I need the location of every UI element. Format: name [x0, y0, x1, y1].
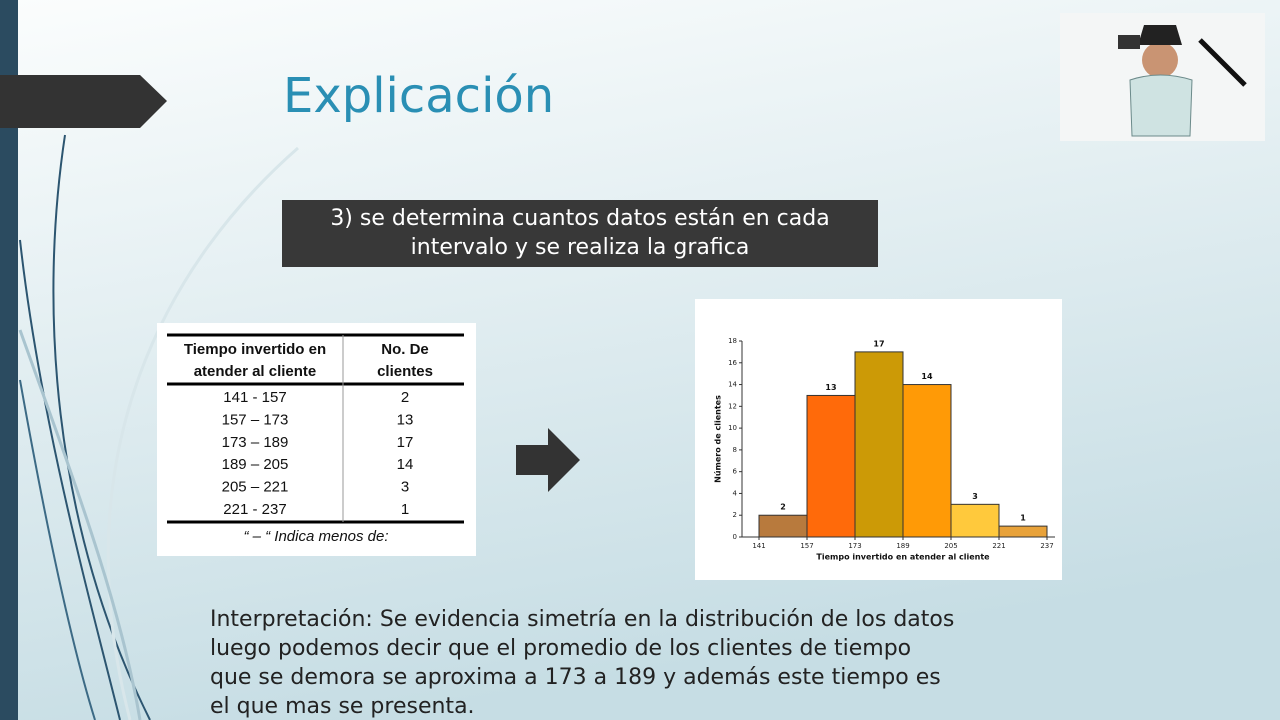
- interpretation: Interpretación: Se evidencia simetría en…: [210, 607, 954, 719]
- left-strip: [0, 0, 18, 720]
- bar: [902, 384, 952, 538]
- bar: [998, 525, 1048, 538]
- data-label: 3: [972, 492, 978, 501]
- step-text: intervalo y se realiza la grafica: [411, 235, 750, 260]
- step-box: [282, 200, 878, 267]
- bar: [950, 503, 1000, 538]
- y-tick-label: 0: [733, 533, 737, 541]
- data-label: 17: [873, 339, 884, 348]
- table-cell: 14: [397, 456, 414, 473]
- slide-title: Explicación: [283, 68, 554, 124]
- table-cell: 1: [401, 501, 409, 518]
- x-tick-label: 221: [992, 542, 1005, 550]
- table-cell: 221 - 237: [223, 501, 286, 518]
- table-cell: 173 – 189: [222, 434, 289, 451]
- x-tick-label: 189: [896, 542, 909, 550]
- y-tick-label: 2: [733, 511, 737, 519]
- table-header: Tiempo invertido en: [184, 341, 326, 358]
- step-text: 3) se determina cuantos datos están en c…: [330, 206, 829, 231]
- character-image: [1060, 13, 1265, 141]
- y-tick-label: 4: [733, 489, 738, 497]
- y-tick-label: 12: [728, 402, 737, 410]
- title-arrow: [0, 75, 167, 128]
- x-tick-label: 173: [848, 542, 861, 550]
- data-label: 13: [825, 383, 836, 392]
- x-axis-title: Tiempo invertido en atender al cliente: [816, 553, 990, 562]
- y-tick-label: 10: [728, 424, 737, 432]
- table-cell: 3: [401, 479, 409, 496]
- frequency-table: Tiempo invertido en atender al cliente N…: [157, 323, 476, 556]
- table-header: atender al cliente: [194, 363, 317, 380]
- y-tick-label: 8: [733, 446, 737, 454]
- table-cell: 157 – 173: [222, 411, 289, 428]
- interpretation-line: luego podemos decir que el promedio de l…: [210, 636, 911, 661]
- y-tick-label: 16: [728, 359, 737, 367]
- interpretation-line: el que mas se presenta.: [210, 694, 475, 719]
- table-cell: 141 - 157: [223, 389, 286, 406]
- y-tick-label: 6: [733, 468, 738, 476]
- interpretation-line: que se demora se aproxima a 173 a 189 y …: [210, 665, 941, 690]
- y-tick-label: 14: [728, 381, 737, 389]
- bar: [758, 514, 808, 538]
- y-axis-title: Número de clientes: [714, 395, 723, 483]
- table-cell: 17: [397, 434, 414, 451]
- table-cell: 2: [401, 389, 409, 406]
- table-cell: 189 – 205: [222, 456, 289, 473]
- data-label: 1: [1020, 514, 1026, 523]
- table-header: clientes: [377, 363, 433, 380]
- x-tick-label: 237: [1040, 542, 1053, 550]
- decor-curves: [18, 134, 299, 720]
- data-label: 14: [921, 372, 933, 381]
- table-footnote: “ – “ Indica menos de:: [243, 528, 388, 545]
- y-tick-label: 18: [728, 337, 737, 345]
- interpretation-line: Interpretación: Se evidencia simetría en…: [210, 607, 954, 632]
- table-bg: [157, 323, 476, 556]
- bar: [806, 394, 856, 538]
- flow-arrow: [516, 428, 580, 492]
- x-tick-label: 205: [944, 542, 957, 550]
- bar: [854, 351, 904, 538]
- data-label: 2: [780, 503, 786, 512]
- table-cell: 205 – 221: [222, 479, 289, 496]
- table-cell: 13: [397, 411, 414, 428]
- x-tick-label: 141: [752, 542, 765, 550]
- x-tick-label: 157: [800, 542, 813, 550]
- table-header: No. De: [381, 341, 429, 358]
